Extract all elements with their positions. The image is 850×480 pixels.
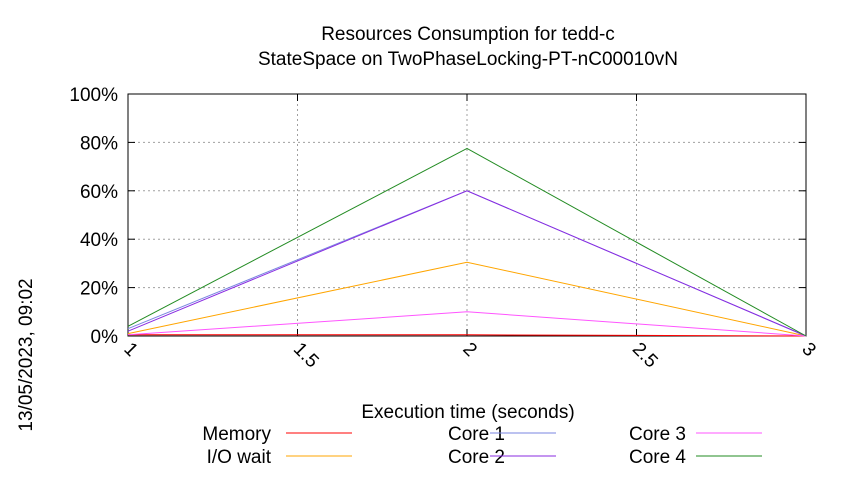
legend-label: I/O wait <box>207 447 272 468</box>
y-tick-label: 60% <box>80 182 118 203</box>
y-tick-label: 20% <box>80 279 118 300</box>
y-tick-label: 40% <box>80 230 118 251</box>
axes <box>127 93 807 337</box>
series-line-core-4 <box>127 147 807 337</box>
timestamp-label: 13/05/2023, 09:02 <box>16 278 37 431</box>
series-line-memory <box>128 334 807 337</box>
plot-frame <box>127 93 807 337</box>
series-line-core-2 <box>127 190 807 337</box>
y-tick-label: 80% <box>80 133 118 154</box>
legend-label: Core 1 <box>448 424 505 445</box>
y-tick-label: 0% <box>91 327 119 348</box>
legend-label: Core 3 <box>629 424 686 445</box>
chart-title: Resources Consumption for tedd-c <box>321 24 615 45</box>
chart-subtitle: StateSpace on TwoPhaseLocking-PT-nC00010… <box>258 49 678 70</box>
legend-label: Memory <box>202 424 271 445</box>
series-line-i-o-wait <box>127 261 807 337</box>
legend-label: Core 4 <box>629 447 686 468</box>
series-lines <box>127 147 807 337</box>
x-axis-label: Execution time (seconds) <box>361 402 574 423</box>
y-ticks: 0% 20% 40% 60% 80% 100% <box>69 85 118 348</box>
legend-label: Core 2 <box>448 447 505 468</box>
series-line-core-3 <box>127 311 807 337</box>
y-tick-label: 100% <box>69 85 118 106</box>
